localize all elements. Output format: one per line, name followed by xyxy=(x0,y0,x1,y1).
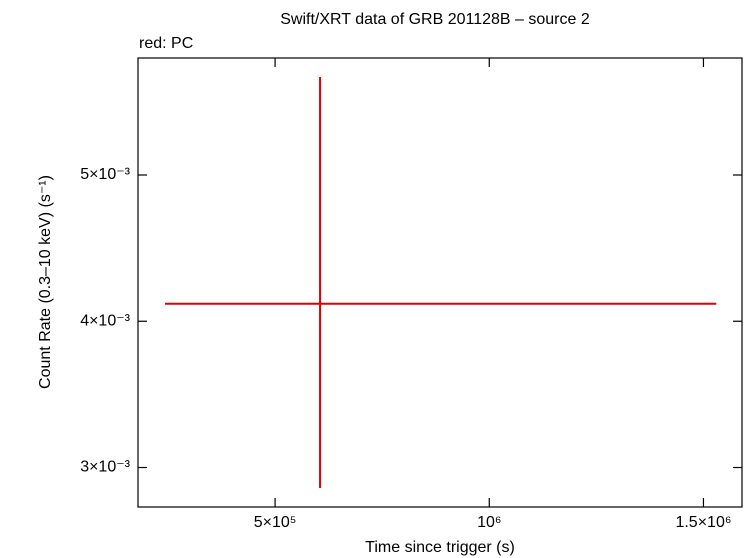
plot-frame xyxy=(137,57,743,508)
y-tick-label: 3×10⁻³ xyxy=(80,459,130,476)
y-tick-label: 5×10⁻³ xyxy=(80,166,130,183)
y-axis-label: Count Rate (0.3–10 keV) (s⁻¹) xyxy=(37,175,54,389)
x-tick-label: 1.5×10⁶ xyxy=(675,514,731,531)
x-tick-label: 10⁶ xyxy=(477,514,501,531)
x-axis-label: Time since trigger (s) xyxy=(365,539,515,556)
y-tick-label: 4×10⁻³ xyxy=(80,312,130,329)
chart-title: Swift/XRT data of GRB 201128B – source 2 xyxy=(280,11,590,28)
chart-subtitle: red: PC xyxy=(139,35,193,52)
x-tick-label: 5×10⁵ xyxy=(254,514,297,531)
